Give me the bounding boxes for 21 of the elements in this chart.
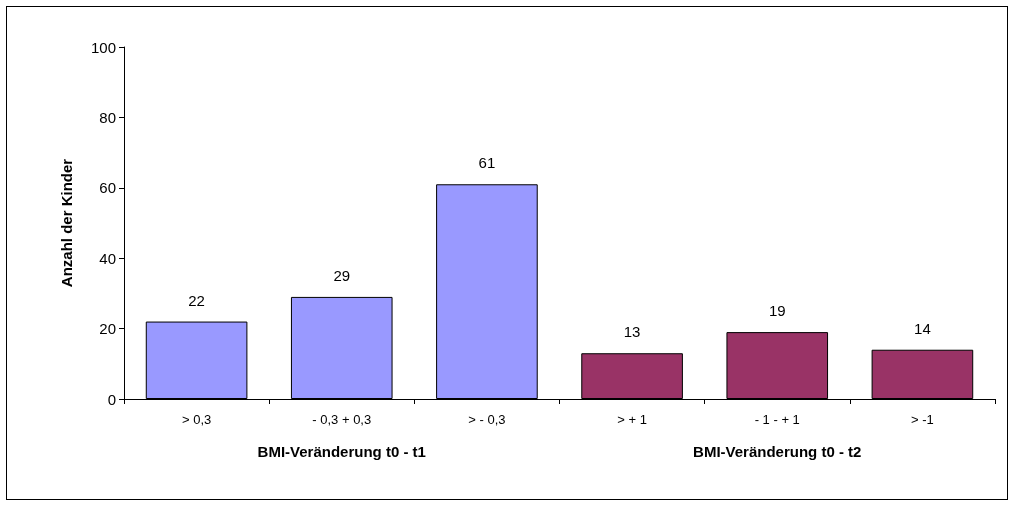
x-tick-label: - 0,3 + 0,3 [312, 412, 372, 427]
x-tick-label: > 0,3 [181, 412, 212, 427]
text: BMI-Veränderung t0 - t2 [693, 443, 862, 460]
y-tick-label: 40 [99, 249, 116, 267]
x-tick-label: > - 0,3 [468, 412, 506, 427]
y-axis-title: Anzahl der Kinder [58, 158, 75, 288]
y-tick-label: 60 [99, 179, 116, 197]
data-label: 13 [623, 323, 641, 341]
x-tick-label: - 1 - + 1 [754, 412, 800, 427]
y-tick-label: 100 [90, 38, 116, 56]
data-label: 14 [914, 319, 931, 337]
data-label: 19 [768, 302, 786, 320]
data-label: 22 [188, 291, 205, 309]
y-tick-label: 20 [99, 320, 116, 338]
x-tick-label: > + 1 [617, 412, 647, 427]
y-tick-label: 80 [99, 108, 116, 126]
y-tick-label: 0 [107, 390, 116, 408]
data-label: 29 [333, 266, 351, 284]
data-label: 61 [478, 154, 496, 172]
text: BMI-Veränderung t0 - t1 [257, 443, 426, 460]
x-tick-label: > -1 [911, 412, 934, 427]
